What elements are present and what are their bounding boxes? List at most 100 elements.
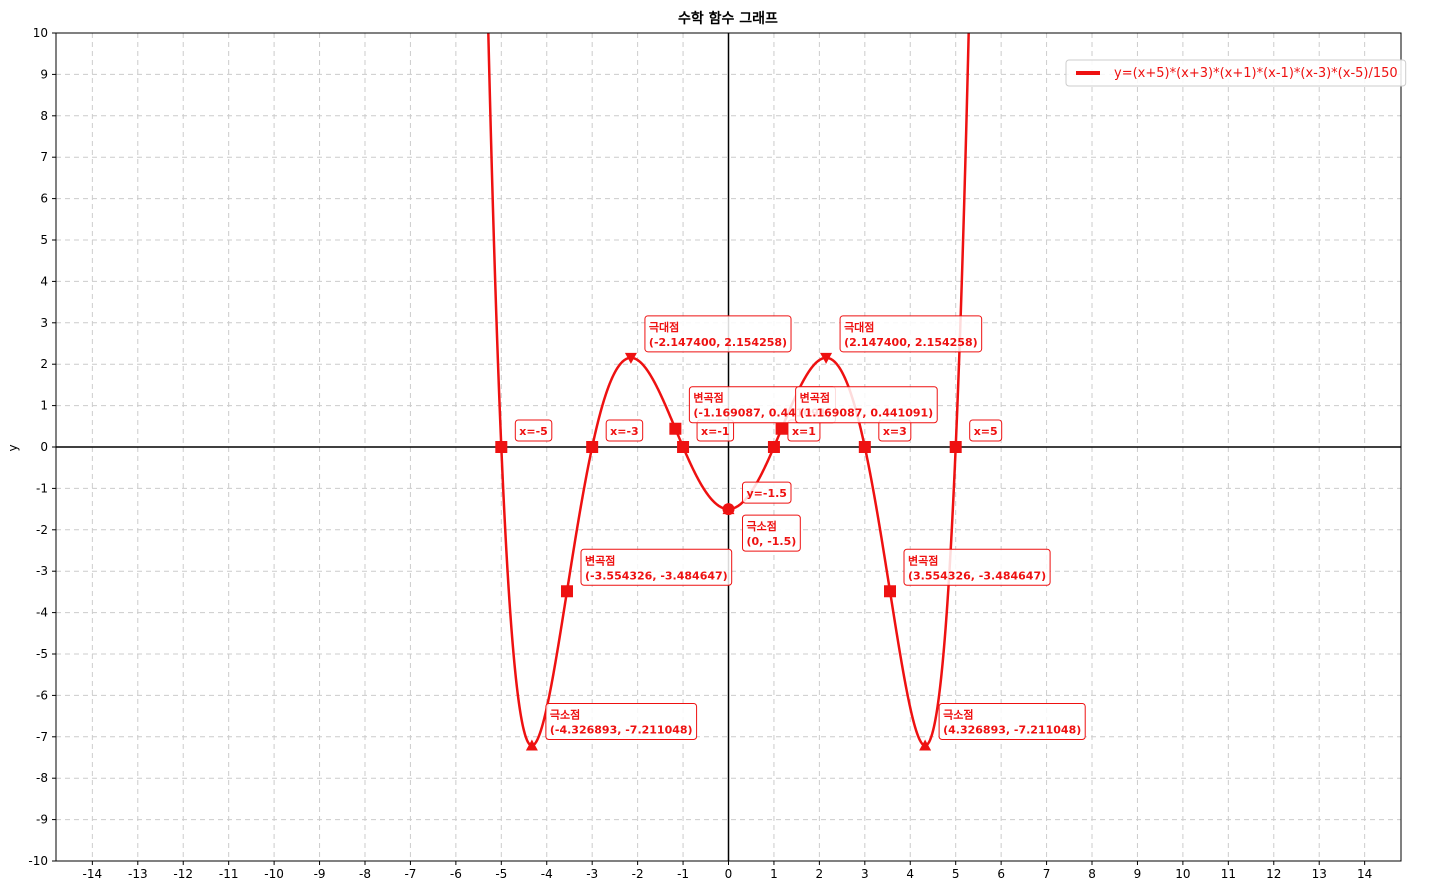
x-tick-label: -6 [450,867,462,881]
annotations: x=-5 x=-3 x=-1 x=1 x=3 x=5 극대점 (-2.147400, 2.15… [514,315,1086,741]
y-tick-label: -4 [36,606,48,620]
y-tick-label: 1 [40,399,48,413]
x-tick-label: -13 [128,867,148,881]
annotation-box [839,315,983,353]
y-tick-label: -10 [28,854,48,868]
annotation-box [605,419,644,442]
annotation-text: 극소점 [747,519,777,533]
y-tick-label: -3 [36,564,48,578]
annotation-label: 변곡점 (-3.554326, -3.484647) [580,548,733,586]
x-tick-label: 13 [1312,867,1327,881]
annotation-text: x=-5 [519,425,548,438]
y-tick-label: 2 [40,357,48,371]
y-tick-label: 5 [40,233,48,247]
annotation-text: 변곡점 [800,391,830,405]
y-tick-label: -7 [36,730,48,744]
annotation-text: (2.147400, 2.154258) [844,336,978,349]
annotation-label: x=-1 [696,419,735,442]
annotation-text: 극소점 [550,708,580,722]
y-tick-label: 10 [33,26,48,40]
annotation-text: 변곡점 [908,553,938,567]
annotation-text: 변곡점 [693,391,723,405]
y-tick-label: -2 [36,523,48,537]
annotation-label: 변곡점 (1.169087, 0.441091) [795,386,938,424]
annotation-text: (3.554326, -3.484647) [908,569,1046,582]
y-tick-label: -9 [36,813,48,827]
annotation-text: (0, -1.5) [747,535,797,548]
x-tick-label: 11 [1221,867,1236,881]
y-tick-label: 0 [40,440,48,454]
point-marker-square [677,441,690,453]
annotation-text: 극대점 [844,320,874,334]
annotation-label: 극소점 (4.326893, -7.211048) [938,703,1086,741]
x-tick-label: 0 [725,867,733,881]
point-marker-square [949,441,962,453]
annotation-text: 극대점 [649,320,679,334]
annotation-label: 변곡점 (3.554326, -3.484647) [903,548,1051,586]
x-tick-label: -1 [677,867,689,881]
annotation-box [795,386,938,424]
x-tick-label: 6 [997,867,1005,881]
point-marker-circle [722,503,735,516]
annotation-label: 극대점 (2.147400, 2.154258) [839,315,983,353]
annotation-text: (1.169087, 0.441091) [800,407,934,420]
point-marker-triangle [624,352,637,364]
x-tick-label: 10 [1175,867,1190,881]
point-marker-square [858,441,871,453]
point-marker-square [586,441,599,453]
annotation-box [903,548,1051,586]
annotation-markers [495,352,962,751]
y-tick-label: -6 [36,688,48,702]
y-tick-label: 3 [40,316,48,330]
annotation-label: 극소점 (0, -1.5) [742,514,801,552]
x-tick-label: 2 [816,867,824,881]
x-tick-label: -10 [264,867,284,881]
x-tick-label: 9 [1134,867,1142,881]
annotation-label: x=5 [969,419,1003,442]
x-ticks: -14 -13 -12 -11 -10 -9 -8 -7 -6 -5 -4 -3 -2 -1 0 1 2 3 4 5 6… [83,861,1372,881]
y-tick-label: 8 [40,109,48,123]
annotation-text: x=3 [883,425,907,438]
x-tick-label: -12 [173,867,193,881]
annotation-box [545,703,698,741]
x-tick-label: -3 [586,867,598,881]
x-tick-label: -11 [219,867,239,881]
x-tick-label: 4 [906,867,914,881]
x-tick-label: -9 [314,867,326,881]
x-tick-label: 8 [1088,867,1096,881]
annotation-text: (-4.326893, -7.211048) [550,724,693,737]
chart-title: 수학 함수 그래프 [678,10,778,27]
x-tick-label: 12 [1266,867,1281,881]
point-marker-square [775,422,788,435]
x-tick-label: -5 [495,867,507,881]
y-tick-label: -1 [36,481,48,495]
annotation-label: x=3 [878,419,912,442]
annotation-label: x=1 [787,419,821,442]
annotation-box [938,703,1086,741]
y-tick-label: 6 [40,192,48,206]
x-tick-label: -7 [404,867,416,881]
x-tick-label: -14 [83,867,103,881]
annotation-text: x=5 [974,425,998,438]
x-tick-label: -2 [632,867,644,881]
y-tick-label: 4 [40,274,48,288]
x-tick-label: -8 [359,867,371,881]
legend-box [1065,59,1407,87]
annotation-label: y=-1.5 [742,481,792,504]
annotation-box [742,481,792,504]
annotation-text: x=-1 [701,425,730,438]
axes [56,33,1401,861]
annotation-text: 변곡점 [585,553,615,567]
point-marker-triangle [525,739,538,751]
x-tick-label: 5 [952,867,960,881]
annotation-text: 극소점 [943,708,973,722]
annotation-text: x=-3 [610,425,639,438]
x-tick-label: 3 [861,867,869,881]
x-tick-label: -4 [541,867,553,881]
point-marker-triangle [820,352,833,364]
x-tick-label: 1 [770,867,778,881]
annotation-label: 극소점 (-4.326893, -7.211048) [545,703,698,741]
